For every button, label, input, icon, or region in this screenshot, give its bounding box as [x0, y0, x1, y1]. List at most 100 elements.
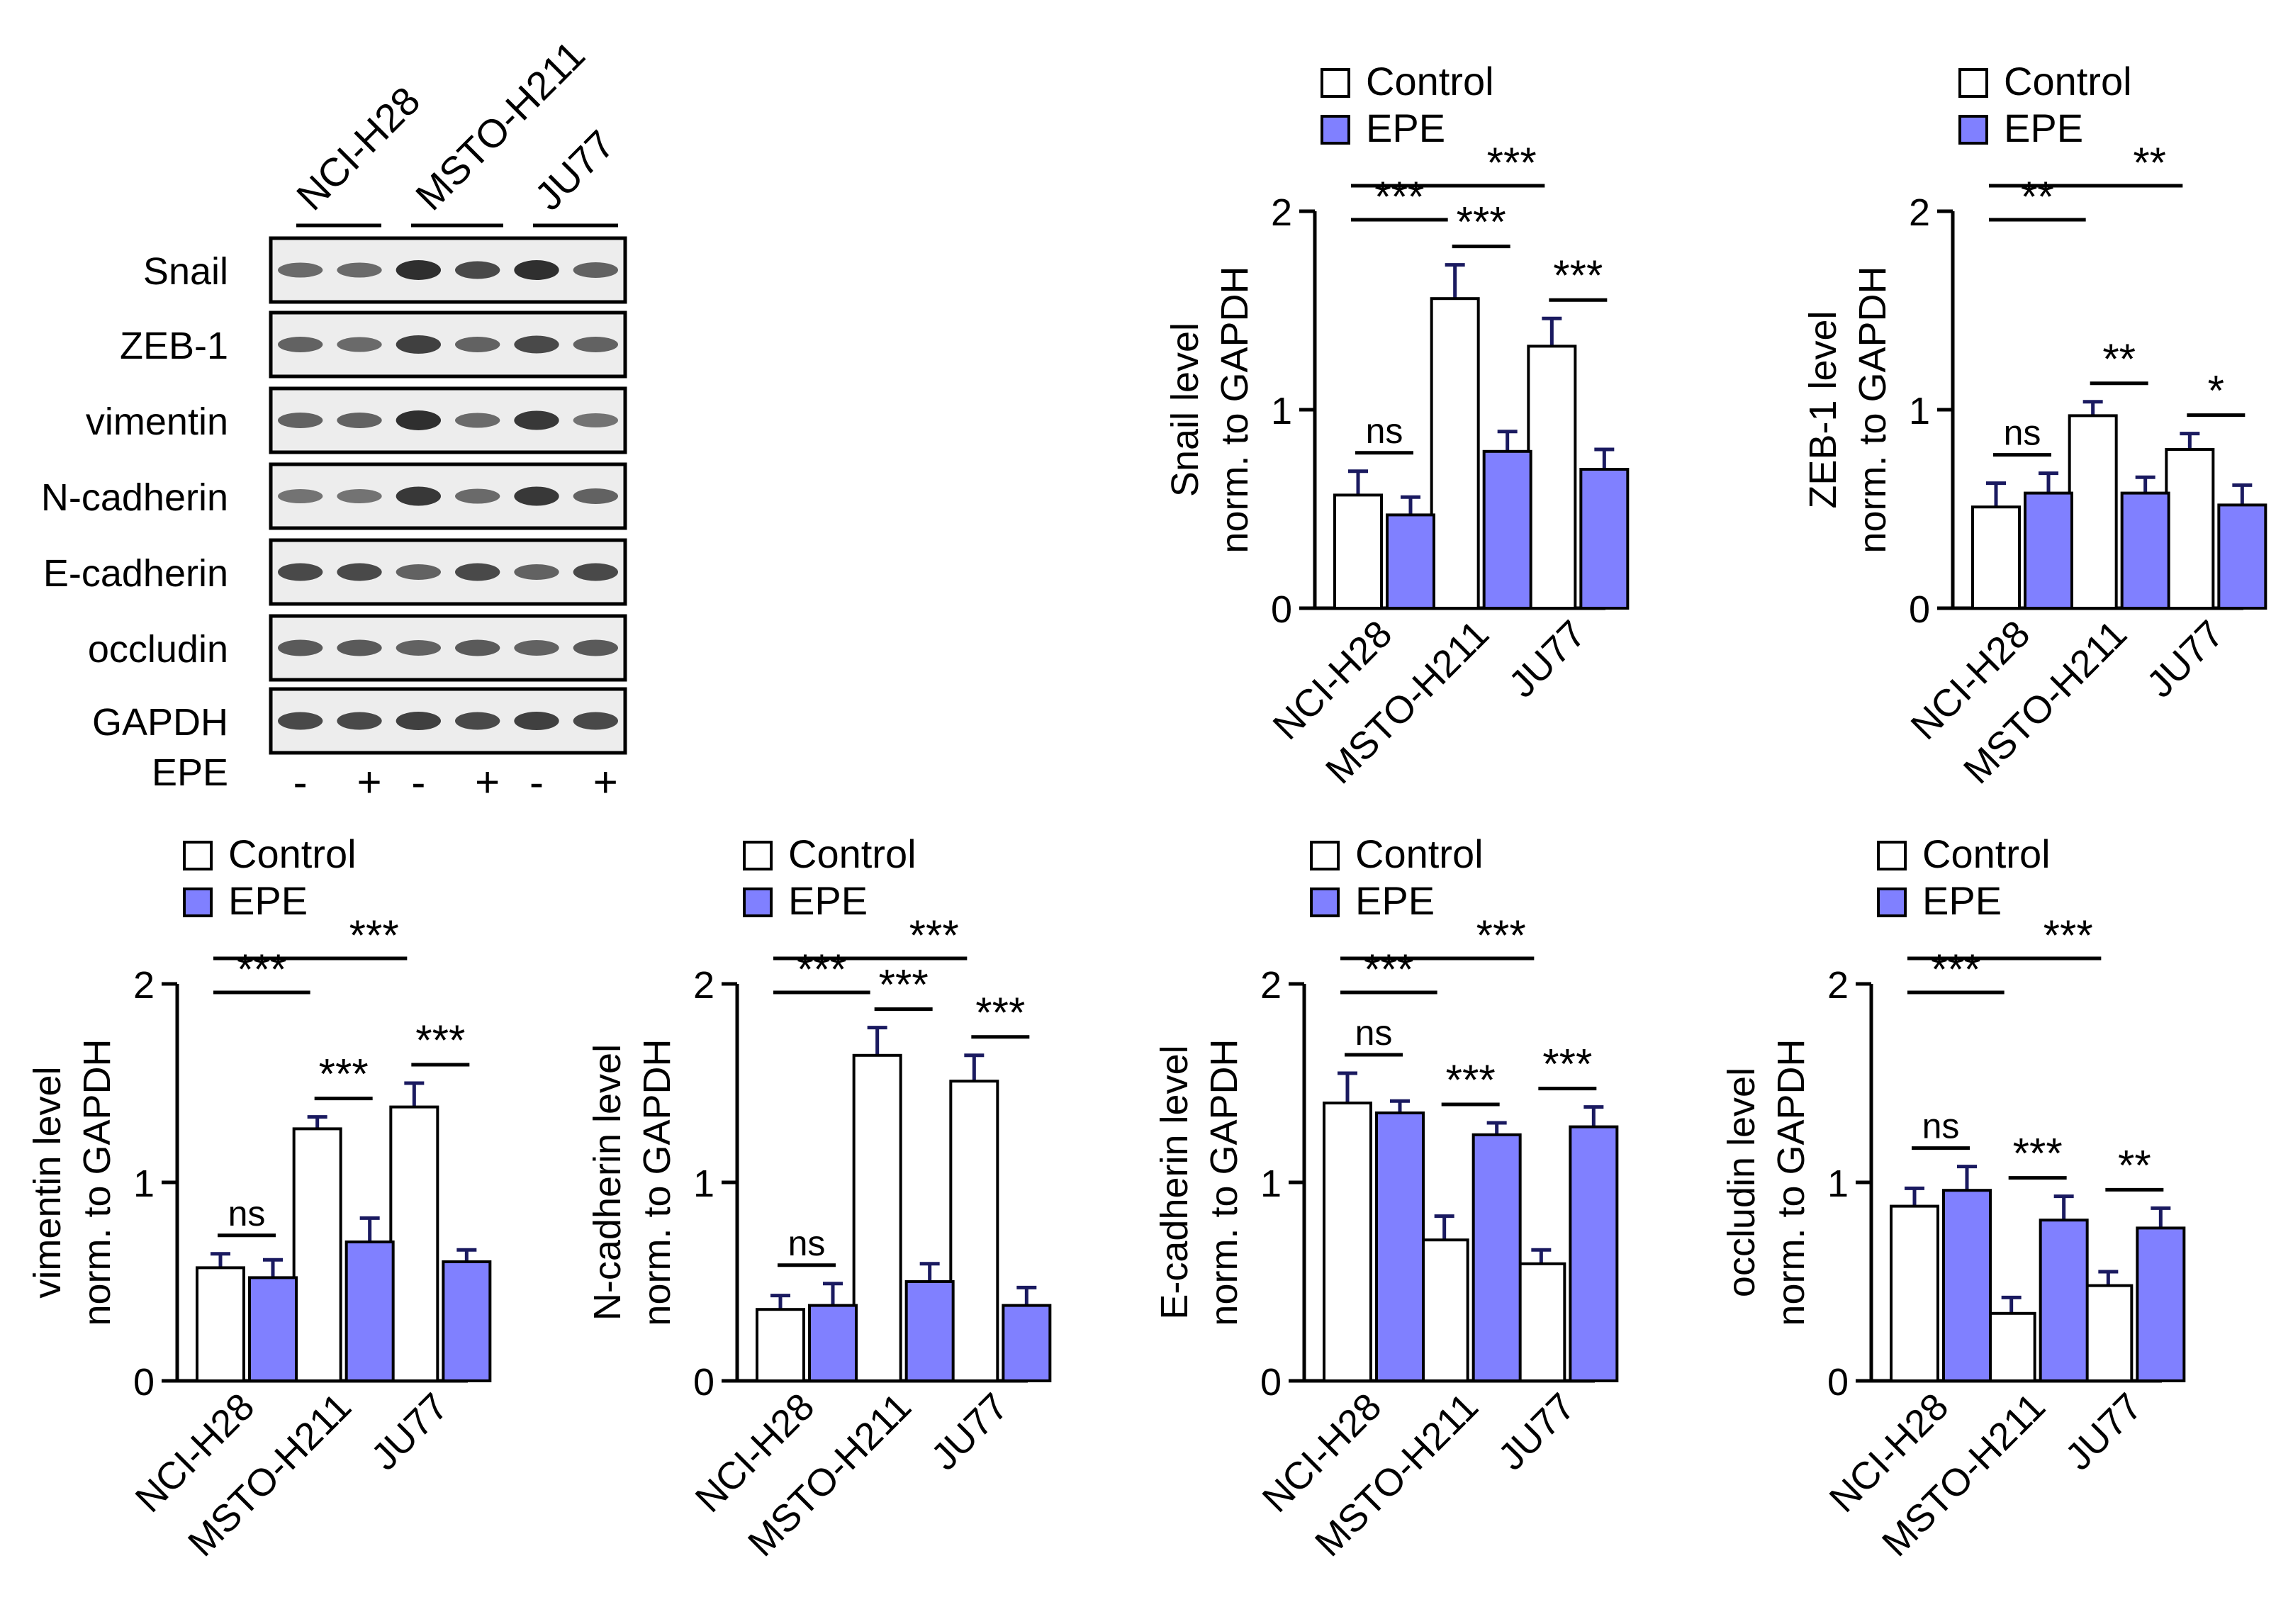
control-bar [1986, 1311, 2036, 1383]
control-bar [1333, 493, 1383, 610]
control-bar [2083, 1284, 2134, 1382]
significance-label: *** [797, 946, 846, 993]
blot-band [278, 489, 323, 503]
legend-swatch-epe [743, 887, 773, 917]
blot-band [573, 712, 618, 730]
control-bar [852, 1053, 902, 1383]
blot-band [337, 489, 382, 503]
significance-label: *** [1364, 946, 1413, 993]
y-tick-label: 0 [133, 1361, 155, 1404]
cell-line-header: JU77 [526, 121, 623, 218]
blot-band [396, 564, 441, 580]
blot-band [337, 337, 382, 352]
x-category-label: JU77 [2138, 612, 2232, 706]
blot-strip [269, 614, 627, 682]
y-tick-label: 1 [1827, 1163, 1849, 1205]
control-bar [389, 1105, 439, 1382]
legend-swatch-epe [1958, 115, 1988, 145]
control-bar [196, 1266, 245, 1383]
legend-swatch-epe [183, 887, 213, 917]
x-category-label: JU77 [2057, 1385, 2151, 1479]
significance-label: *** [1476, 912, 1526, 959]
legend-label: Control [1355, 831, 1484, 876]
blot-band [278, 639, 323, 656]
y-axis-label: occludin level [1720, 1068, 1763, 1297]
y-tick-label: 2 [1909, 191, 1930, 234]
significance-label: *** [1446, 1056, 1496, 1104]
significance-label: ns [1355, 1013, 1393, 1053]
control-bar [756, 1308, 805, 1382]
y-axis-label: vimentin level [26, 1066, 69, 1298]
y-tick-label: 1 [1271, 390, 1292, 432]
lane-minus-sign: - [529, 758, 544, 806]
significance-label: *** [349, 912, 399, 959]
significance-label: *** [1542, 1041, 1592, 1088]
y-axis-label: N-cadherin level [586, 1044, 629, 1321]
y-axis-label: E-cadherin level [1153, 1045, 1196, 1319]
control-bar [1971, 505, 2021, 610]
lane-minus-sign: - [293, 758, 308, 806]
control-bar [1890, 1204, 1939, 1382]
legend-label: Control [2004, 59, 2132, 103]
blot-band [455, 413, 500, 428]
epe-bar [1579, 468, 1630, 610]
significance-label: *** [1457, 198, 1506, 246]
significance-label: ns [1922, 1107, 1960, 1146]
lane-plus-sign: + [475, 758, 500, 806]
y-axis-label: norm. to GAPDH [636, 1038, 678, 1326]
blot-band [337, 262, 382, 278]
treatment-label: EPE [152, 751, 228, 794]
blot-band [455, 712, 500, 730]
significance-label: *** [415, 1017, 465, 1064]
y-tick-label: 2 [133, 964, 155, 1007]
blot-strip [269, 538, 627, 606]
x-category-label: JU77 [923, 1385, 1016, 1479]
blot-band [396, 712, 441, 730]
cell-line-header: NCI-H28 [288, 78, 429, 219]
y-tick-label: 1 [133, 1163, 155, 1205]
x-category-label: JU77 [1490, 1385, 1583, 1479]
legend-label: EPE [1366, 106, 1445, 150]
significance-label: *** [319, 1051, 369, 1098]
blot-band [514, 486, 559, 506]
significance-label: *** [879, 961, 929, 1009]
epe-bar [1471, 1133, 1522, 1383]
control-bar [1419, 1238, 1469, 1382]
y-axis-label: Snail level [1164, 323, 1206, 497]
y-axis-label: norm. to GAPDH [1203, 1038, 1245, 1326]
blot-band [455, 261, 500, 279]
significance-label: ** [2118, 1141, 2151, 1189]
legend-swatch-control [743, 841, 773, 870]
y-tick-label: 2 [1271, 191, 1292, 234]
legend-swatch-epe [1310, 887, 1340, 917]
blot-band [514, 712, 559, 730]
y-tick-label: 2 [1827, 964, 1849, 1007]
protein-label: vimentin [86, 401, 228, 443]
y-axis-label: norm. to GAPDH [76, 1038, 118, 1326]
blot-strip [269, 386, 627, 454]
control-bar [949, 1080, 999, 1382]
legend-swatch-control [1958, 68, 1988, 98]
legend-swatch-epe [1321, 115, 1350, 145]
legend-label: Control [788, 831, 916, 876]
epe-bar [1386, 513, 1435, 610]
y-axis-label: norm. to GAPDH [1770, 1038, 1812, 1326]
blot-band [455, 488, 500, 504]
blot-band [278, 563, 323, 581]
epe-bar [1942, 1189, 1992, 1382]
legend-label: EPE [1355, 878, 1435, 923]
legend-label: EPE [788, 878, 868, 923]
control-bar [1516, 1262, 1566, 1383]
epe-bar [2136, 1226, 2186, 1383]
epe-bar [1375, 1111, 1425, 1382]
blot-band [573, 563, 618, 581]
y-tick-label: 1 [1260, 1163, 1282, 1205]
significance-label: *** [1553, 252, 1603, 299]
significance-label: ns [228, 1194, 266, 1233]
epe-bar [1002, 1304, 1052, 1382]
protein-label: GAPDH [92, 701, 228, 744]
